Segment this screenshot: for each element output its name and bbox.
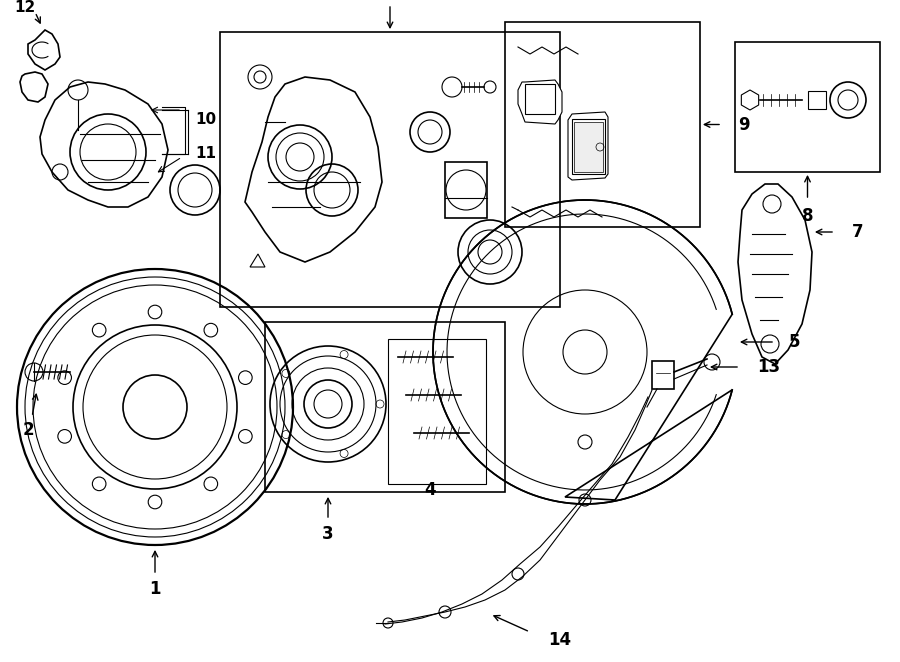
- Polygon shape: [28, 30, 60, 70]
- Bar: [572, 119, 605, 174]
- Bar: [525, 84, 555, 114]
- Polygon shape: [738, 184, 812, 364]
- Text: 14: 14: [548, 631, 572, 649]
- Polygon shape: [433, 200, 733, 504]
- Polygon shape: [518, 80, 562, 124]
- Text: 10: 10: [195, 113, 216, 128]
- Bar: [265, 322, 505, 492]
- Text: 12: 12: [14, 0, 36, 15]
- Text: 3: 3: [322, 525, 334, 543]
- Bar: [505, 22, 700, 227]
- Text: 1: 1: [149, 580, 161, 598]
- Bar: [808, 91, 826, 109]
- Polygon shape: [40, 82, 168, 207]
- Text: 11: 11: [195, 146, 216, 162]
- Bar: [445, 162, 487, 218]
- Text: 4: 4: [424, 481, 436, 499]
- Text: 5: 5: [789, 333, 801, 351]
- Text: 13: 13: [757, 358, 780, 376]
- Bar: [735, 42, 880, 172]
- Text: 9: 9: [738, 115, 750, 134]
- Polygon shape: [245, 77, 382, 262]
- Polygon shape: [568, 112, 608, 180]
- Polygon shape: [742, 90, 759, 110]
- Text: 7: 7: [852, 223, 864, 241]
- Text: 8: 8: [802, 207, 814, 225]
- Text: 2: 2: [22, 421, 34, 439]
- Polygon shape: [250, 254, 265, 267]
- Polygon shape: [20, 72, 48, 102]
- Bar: [652, 361, 674, 389]
- Polygon shape: [574, 122, 603, 172]
- Bar: [220, 32, 560, 307]
- Bar: [388, 339, 486, 484]
